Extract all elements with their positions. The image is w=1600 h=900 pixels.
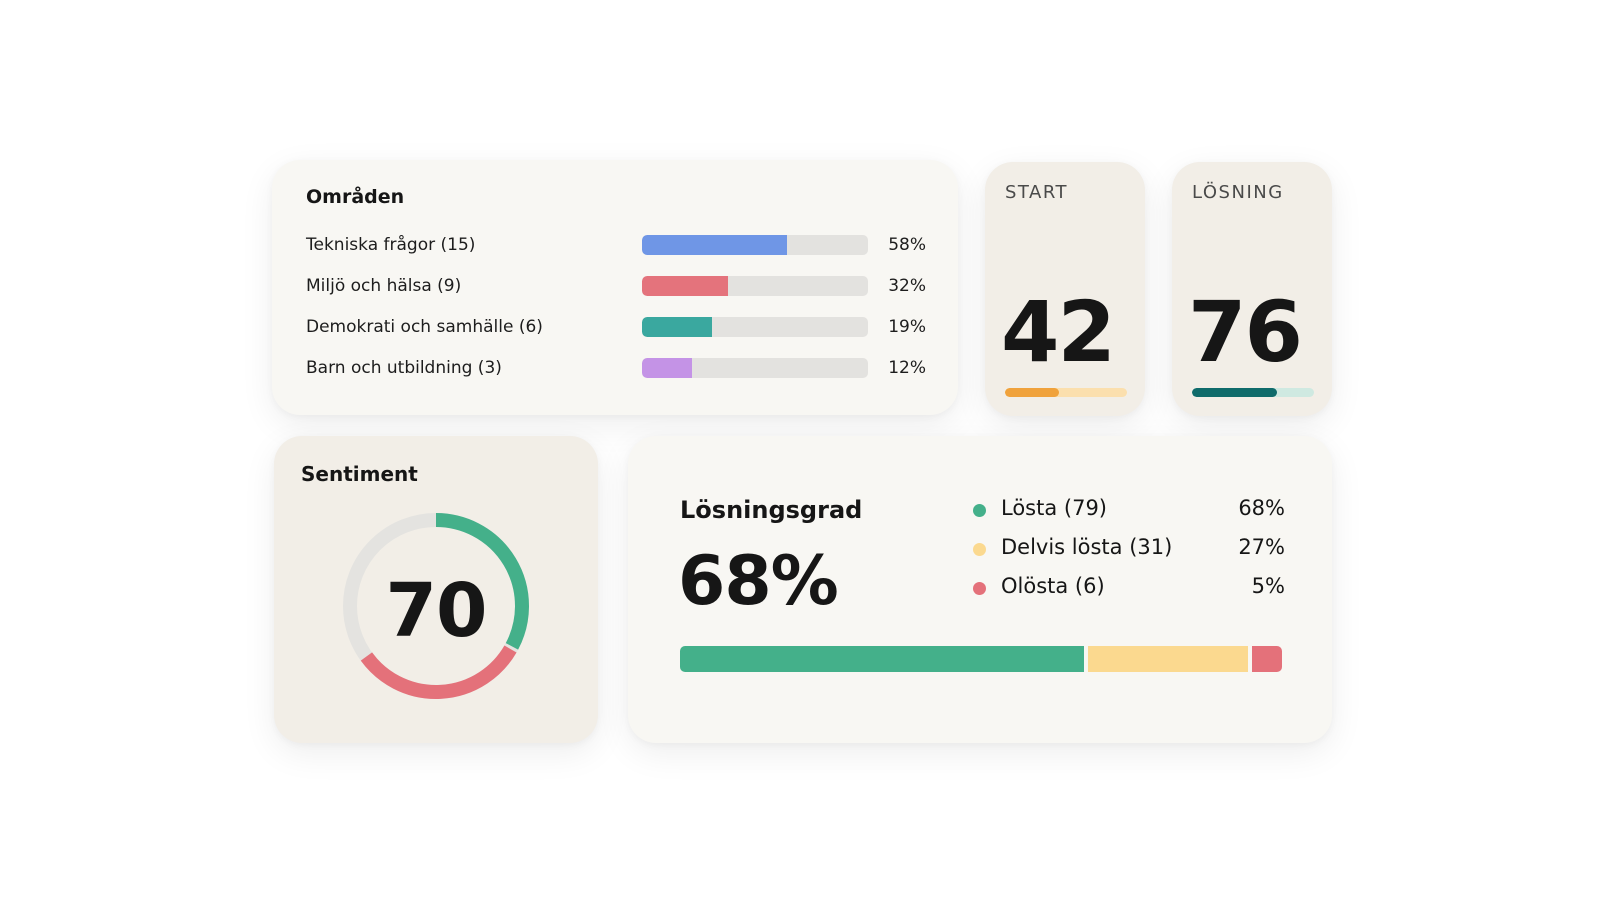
area-bar-track	[642, 235, 868, 255]
kpi-start-value: 42	[1001, 283, 1116, 381]
stack-segment-losta	[680, 646, 1084, 672]
area-row-barn[interactable]: Barn och utbildning (3) 12%	[306, 356, 926, 380]
area-bar-fill	[642, 235, 787, 255]
area-bar-fill	[642, 317, 713, 337]
area-label: Tekniska frågor (15)	[306, 235, 476, 255]
kpi-losning-progress-fill	[1192, 388, 1278, 397]
legend-dot	[973, 543, 986, 556]
kpi-losning-progress-track	[1192, 388, 1314, 397]
legend-label: Delvis lösta (31)	[1001, 535, 1173, 559]
legend-item-olosta: Olösta (6) 5%	[973, 574, 1285, 602]
kpi-losning-card[interactable]: LÖSNING 76	[1172, 162, 1332, 416]
gauge-positive-arc	[435, 513, 529, 650]
resolution-stacked-bar	[680, 646, 1282, 672]
resolution-title: Lösningsgrad	[680, 496, 863, 524]
areas-title: Områden	[306, 186, 405, 208]
sentiment-value: 70	[385, 568, 488, 654]
area-bar-fill	[642, 276, 728, 296]
area-label: Miljö och hälsa (9)	[306, 276, 462, 296]
area-percent: 19%	[888, 317, 926, 337]
area-bar-track	[642, 358, 868, 378]
kpi-losning-value: 76	[1188, 283, 1303, 381]
kpi-start-progress-track	[1005, 388, 1127, 397]
stack-segment-olosta	[1252, 646, 1282, 672]
sentiment-card[interactable]: Sentiment 70	[274, 436, 598, 743]
legend-label: Lösta (79)	[1001, 496, 1108, 520]
sentiment-title: Sentiment	[301, 462, 418, 486]
areas-card: Områden Tekniska frågor (15) 58% Miljö o…	[272, 160, 958, 415]
gauge-negative-arc	[360, 645, 517, 699]
legend-percent: 27%	[1238, 535, 1285, 559]
resolution-card[interactable]: Lösningsgrad 68% Lösta (79) 68% Delvis l…	[628, 436, 1332, 743]
kpi-losning-label: LÖSNING	[1192, 182, 1284, 203]
legend-item-delvis: Delvis lösta (31) 27%	[973, 535, 1285, 563]
area-label: Demokrati och samhälle (6)	[306, 317, 543, 337]
area-bar-track	[642, 317, 868, 337]
area-percent: 32%	[888, 276, 926, 296]
kpi-start-label: START	[1005, 182, 1069, 203]
area-bar-fill	[642, 358, 692, 378]
area-row-tekniska[interactable]: Tekniska frågor (15) 58%	[306, 233, 926, 257]
stack-segment-delvis	[1087, 646, 1249, 672]
resolution-big-value: 68%	[678, 542, 839, 621]
kpi-start-card[interactable]: START 42	[985, 162, 1145, 416]
legend-label: Olösta (6)	[1001, 574, 1105, 598]
legend-dot	[973, 504, 986, 517]
area-percent: 58%	[888, 235, 926, 255]
legend-percent: 68%	[1238, 496, 1285, 520]
area-bar-track	[642, 276, 868, 296]
sentiment-gauge	[343, 513, 529, 699]
area-row-demokrati[interactable]: Demokrati och samhälle (6) 19%	[306, 315, 926, 339]
area-percent: 12%	[888, 358, 926, 378]
area-label: Barn och utbildning (3)	[306, 358, 502, 378]
area-row-miljo[interactable]: Miljö och hälsa (9) 32%	[306, 274, 926, 298]
legend-percent: 5%	[1251, 574, 1285, 598]
legend-dot	[973, 582, 986, 595]
kpi-start-progress-fill	[1005, 388, 1059, 397]
legend-item-losta: Lösta (79) 68%	[973, 496, 1285, 524]
